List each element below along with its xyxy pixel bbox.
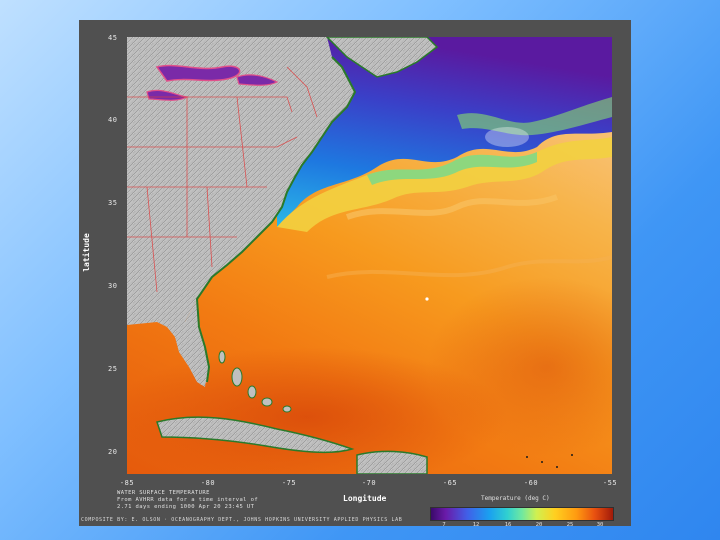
sea-surface-temperature-map	[127, 37, 612, 474]
lat-tick-label: 35	[108, 199, 118, 207]
lat-tick-label: 45	[108, 34, 118, 42]
colorbar-tick: 7	[442, 522, 446, 528]
lat-tick-label: 25	[108, 365, 118, 373]
colorbar-tick: 20	[535, 522, 543, 528]
y-axis-title: latitude	[81, 233, 91, 272]
lat-tick-label: 30	[108, 282, 118, 290]
colorbar-tick: 12	[472, 522, 480, 528]
temperature-colorbar	[430, 507, 614, 521]
caption-line: WATER SURFACE TEMPERATURE	[117, 490, 210, 496]
caption-line: 2.71 days ending 1000 Apr 20 23:45 UT	[117, 504, 255, 510]
colorbar-tick: 16	[504, 522, 512, 528]
sst-image	[127, 37, 612, 474]
footer-credit: COMPOSITE BY: E. OLSON · OCEANOGRAPHY DE…	[81, 517, 403, 523]
caption-line: From AVHRR data for a time interval of	[117, 497, 259, 503]
lon-tick-label: -65	[442, 479, 458, 487]
lon-tick-label: -70	[361, 479, 377, 487]
lon-tick-label: -85	[119, 479, 135, 487]
lon-tick-label: -55	[602, 479, 618, 487]
map-caption: WATER SURFACE TEMPERATURE From AVHRR dat…	[117, 490, 258, 511]
x-axis-title: Longitude	[343, 494, 387, 503]
colorbar-tick: 30	[596, 522, 604, 528]
lon-tick-label: -75	[281, 479, 297, 487]
map-panel: 45 40 35 30 25 20 -85 -80 -75 -70 -65 -6…	[79, 20, 631, 528]
lon-tick-label: -60	[523, 479, 539, 487]
lat-tick-label: 40	[108, 116, 118, 124]
colorbar-tick: 25	[566, 522, 574, 528]
lat-tick-label: 20	[108, 448, 118, 456]
lon-tick-label: -80	[200, 479, 216, 487]
colorbar-title: Temperature (deg C)	[481, 495, 550, 502]
